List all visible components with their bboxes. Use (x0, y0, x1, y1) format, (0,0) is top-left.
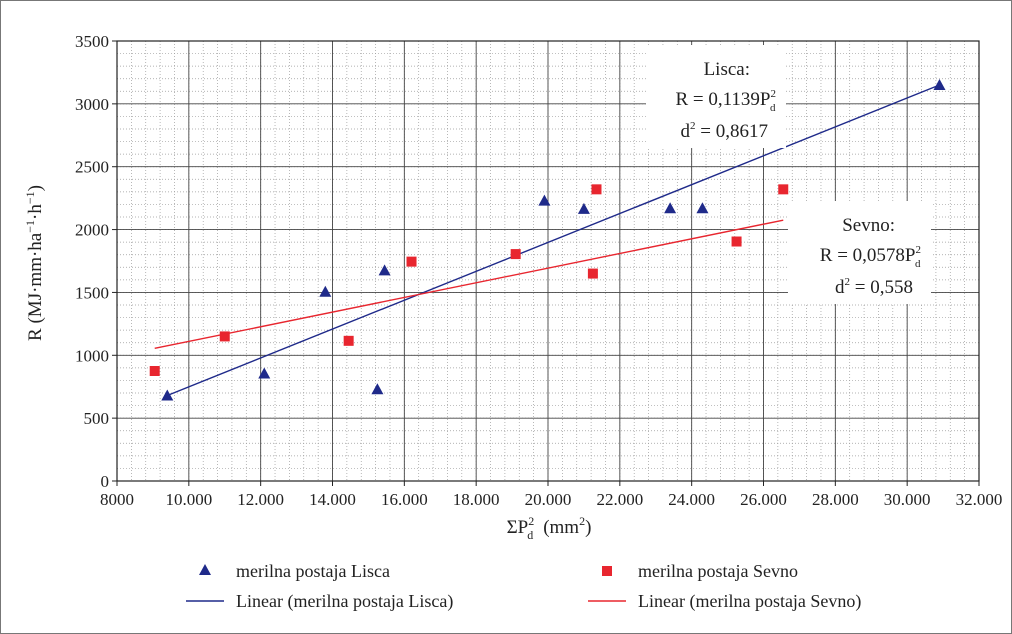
point-lisca (161, 389, 174, 401)
trendline (167, 84, 940, 397)
point-lisca (933, 79, 946, 90)
point-sevno (510, 249, 521, 260)
annotation-lisca: Lisca: R = 0,1139P2 d d2 = 0,8617 (646, 45, 786, 148)
x-axis-label: ΣP2 d (mm2) (507, 514, 592, 541)
annotation-title: Sevno: (842, 215, 895, 236)
x-tick-label: 24.000 (668, 490, 715, 509)
point-sevno (406, 256, 417, 267)
annotation-title: Lisca: (704, 59, 750, 80)
trendlines (154, 84, 940, 397)
x-tick-label: 28.000 (812, 490, 859, 509)
point-sevno (591, 184, 602, 195)
x-tick-label: 8000 (100, 490, 134, 509)
annotation-r2: d2 = 0,558 (835, 276, 913, 298)
annotations: Lisca: R = 0,1139P2 d d2 = 0,8617 Sevno: R = … (646, 45, 931, 304)
annotation-equation: R = 0,1139P2 d (676, 88, 777, 114)
x-tick-label: 18.000 (453, 490, 500, 509)
y-tick-label: 0 (101, 472, 110, 491)
annotation-box (788, 201, 931, 304)
annotation-box (646, 45, 786, 148)
point-lisca (258, 367, 271, 379)
point-sevno (587, 268, 598, 279)
point-lisca (577, 202, 590, 214)
red-line-icon (588, 600, 626, 602)
y-tick-label: 1500 (75, 283, 109, 302)
point-sevno (778, 184, 789, 195)
x-tick-label: 32.000 (956, 490, 1003, 509)
x-tick-label: 12.000 (237, 490, 284, 509)
x-tick-label: 10.000 (165, 490, 212, 509)
point-sevno (343, 335, 354, 346)
triangle-marker-icon (199, 564, 211, 575)
point-sevno (219, 331, 230, 342)
y-tick-label: 2500 (75, 158, 109, 177)
point-lisca (664, 202, 677, 214)
point-sevno (731, 236, 742, 247)
legend: merilna postaja Lisca merilna postaja Se… (1, 541, 1011, 631)
x-tick-label: 16.000 (381, 490, 428, 509)
tick-labels: 8000 10.000 12.000 14.000 16.000 18.000 20.000… (75, 32, 1002, 509)
y-tick-label: 500 (84, 409, 110, 428)
point-lisca (538, 194, 551, 206)
square-marker-icon (602, 566, 612, 576)
blue-line-icon (186, 600, 224, 602)
x-tick-label: 22.000 (596, 490, 643, 509)
x-tick-label: 14.000 (309, 490, 356, 509)
point-lisca (371, 383, 384, 395)
trendline (154, 219, 784, 350)
x-tick-label: 26.000 (740, 490, 787, 509)
scatter-chart: 8000 10.000 12.000 14.000 16.000 18.000 20.000… (23, 32, 1002, 542)
y-tick-label: 3000 (75, 95, 109, 114)
point-lisca (319, 285, 332, 297)
annotation-sevno: Sevno: R = 0,0578P2 d d2 = 0,558 (788, 201, 931, 304)
y-axis-label: R (MJ·mm·ha−1·h−1) (23, 185, 46, 341)
annotation-equation: R = 0,0578P2 d (820, 244, 921, 270)
y-tick-label: 2000 (75, 221, 109, 240)
x-tick-label: 20.000 (525, 490, 572, 509)
y-tick-label: 3500 (75, 32, 109, 51)
point-lisca (378, 264, 391, 276)
data-points (149, 79, 946, 401)
point-lisca (696, 202, 709, 214)
x-tick-label: 30.000 (884, 490, 931, 509)
y-tick-label: 1000 (75, 346, 109, 365)
point-sevno (149, 366, 160, 376)
annotation-r2: d2 = 0,8617 (681, 120, 768, 142)
